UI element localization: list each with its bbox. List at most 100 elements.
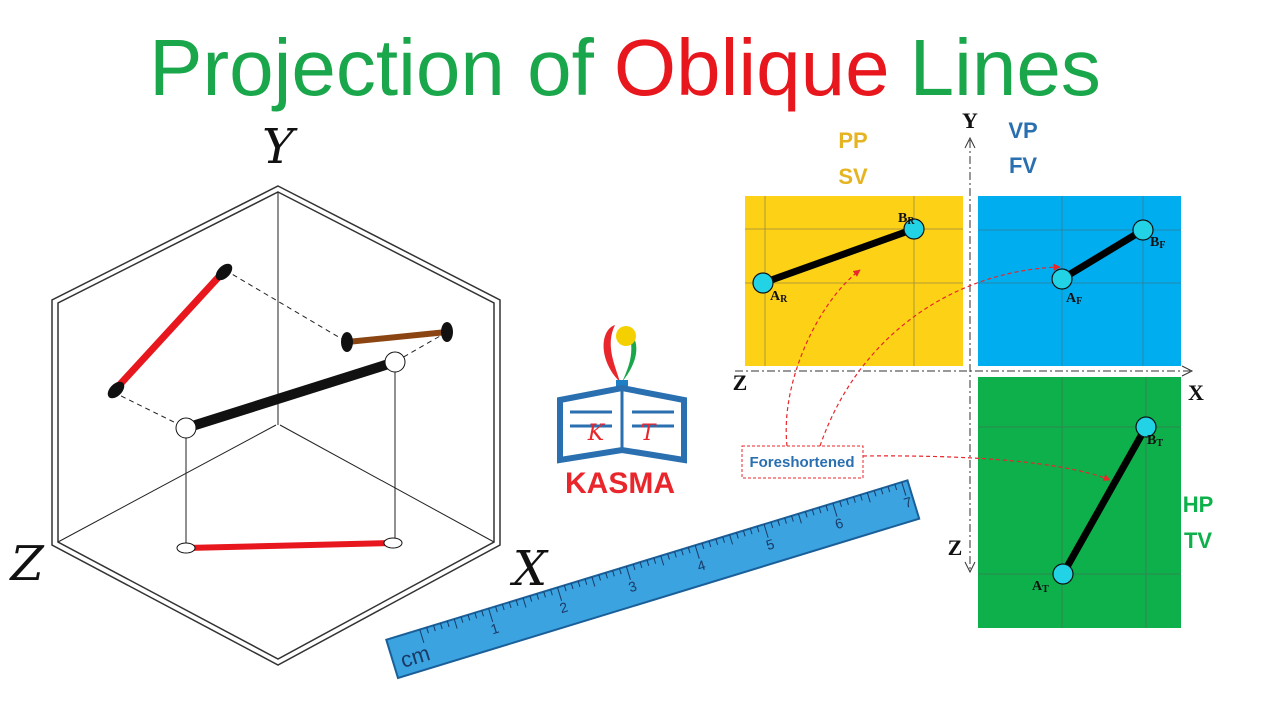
point-label: BT xyxy=(1147,433,1163,449)
plane-label: VP xyxy=(1008,118,1037,143)
ruler-tick xyxy=(646,559,650,566)
ruler-tick xyxy=(736,532,739,539)
point-label: BF xyxy=(1150,235,1165,251)
ruler-tick xyxy=(653,557,657,564)
ruler-tick xyxy=(584,578,588,585)
ruler-tick xyxy=(880,488,884,495)
point-letter: A xyxy=(1066,291,1077,306)
point-subscript: R xyxy=(780,294,788,305)
ruler-tick xyxy=(818,507,822,514)
point-subscript: F xyxy=(1076,296,1082,307)
ruler-tick xyxy=(866,492,871,503)
ruler-tick xyxy=(756,526,760,533)
projection: Foreshortened Y X Z Z PP SV VP FV HP TV xyxy=(733,108,1214,628)
axis-label: Z xyxy=(948,535,963,560)
ruler-tick xyxy=(598,574,602,581)
ruler-tick xyxy=(708,540,712,547)
ruler-tick xyxy=(460,616,464,623)
ruler-tick xyxy=(660,555,665,566)
ruler-tick xyxy=(701,543,705,550)
ruler-tick xyxy=(674,551,677,558)
plane-label: TV xyxy=(1184,528,1212,553)
point-subscript: F xyxy=(1159,240,1165,251)
ruler-tick xyxy=(687,547,691,554)
point-letter: A xyxy=(770,289,781,304)
ruler-tick xyxy=(495,606,498,613)
logo: K T KASMA xyxy=(557,325,687,500)
ruler-tick xyxy=(784,517,787,524)
logo-letter: T xyxy=(641,421,658,446)
ruler-tick xyxy=(777,519,781,526)
point-letter: B xyxy=(898,211,907,226)
ruler-tick xyxy=(763,524,769,538)
ruler-tick xyxy=(543,591,546,598)
ruler-tick xyxy=(859,494,863,501)
ruler-tick xyxy=(577,580,581,587)
ruler-tick xyxy=(557,587,563,601)
ruler-tick xyxy=(618,568,622,575)
title-part: Oblique xyxy=(614,23,890,112)
ruler-tick xyxy=(605,572,608,579)
ruler-tick xyxy=(439,623,443,630)
ruler-tick xyxy=(715,538,719,545)
ruler-tick xyxy=(694,545,700,559)
point-letter: A xyxy=(1032,579,1043,594)
ruler-tick xyxy=(508,602,512,609)
ruler-tick xyxy=(873,490,877,497)
ruler-tick xyxy=(901,482,907,496)
ruler-tick xyxy=(825,505,829,512)
axis-label: Y xyxy=(262,119,298,175)
ruler-tick xyxy=(632,564,636,571)
point-label: AR xyxy=(770,289,788,305)
ruler-tick xyxy=(446,620,450,627)
point-letter: B xyxy=(1150,235,1159,250)
plane-label: FV xyxy=(1009,153,1037,178)
title: Projection of Oblique Lines xyxy=(149,23,1101,112)
logo-name: KASMA xyxy=(565,467,675,500)
ruler-tick xyxy=(729,534,734,545)
axis-label: Y xyxy=(962,108,978,133)
ruler-tick xyxy=(612,570,615,577)
ruler-tick xyxy=(529,595,533,602)
ruler-tick xyxy=(536,593,540,600)
axis-label: Z xyxy=(733,370,748,395)
ruler-tick xyxy=(625,566,631,580)
ruler-tick xyxy=(853,496,856,503)
ruler-tick xyxy=(894,484,898,491)
ruler-tick xyxy=(742,530,746,537)
ruler-tick xyxy=(846,498,849,505)
point-label: BR xyxy=(898,211,915,227)
ruler-tick xyxy=(467,614,471,621)
plane-label: SV xyxy=(838,164,868,189)
ruler-tick xyxy=(570,583,574,590)
ruler-tick xyxy=(887,486,891,493)
ruler-tick xyxy=(550,589,553,596)
axis-label: Z xyxy=(8,536,45,592)
point-letter: B xyxy=(1147,433,1156,448)
point-subscript: T xyxy=(1156,438,1163,449)
ruler-tick xyxy=(770,522,774,529)
ruler-tick xyxy=(749,528,753,535)
plane-label: PP xyxy=(838,128,867,153)
axis-label: X xyxy=(1188,380,1204,405)
point-label: AF xyxy=(1066,291,1082,307)
ruler-tick xyxy=(419,629,425,644)
logo-letter: K xyxy=(587,421,606,446)
title-part: Lines xyxy=(910,23,1101,112)
ruler-tick xyxy=(811,509,815,516)
ruler-tick xyxy=(453,618,458,629)
point-subscript: T xyxy=(1042,584,1049,595)
point-label: AT xyxy=(1032,579,1049,595)
ruler-tick xyxy=(426,627,429,634)
ruler-tick xyxy=(804,511,808,518)
ruler-tick xyxy=(591,576,596,587)
ruler-tick xyxy=(722,536,725,543)
axis-label: X xyxy=(509,541,549,597)
ruler-tick xyxy=(488,608,494,622)
plane-label: HP xyxy=(1183,492,1214,517)
ruler-tick xyxy=(680,549,684,556)
ruler-tick xyxy=(501,604,505,611)
